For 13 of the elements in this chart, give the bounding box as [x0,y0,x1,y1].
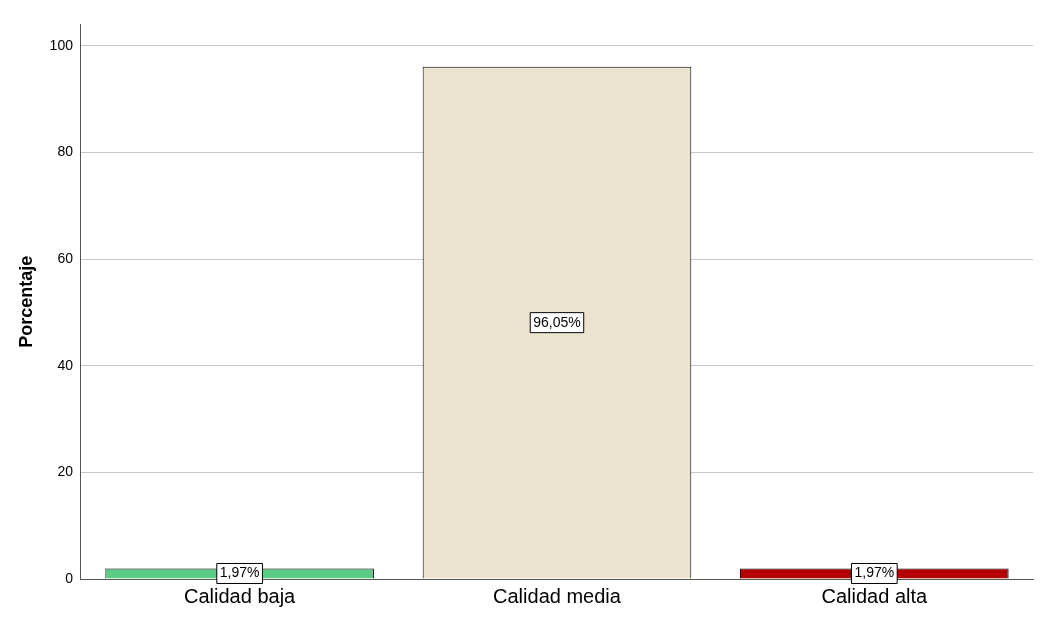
y-axis-title: Porcentaje [15,255,36,348]
data-label: 1,97% [854,564,895,581]
y-tick-label: 80 [57,143,74,160]
y-tick-label: 20 [57,463,74,480]
y-tick-label: 0 [65,569,74,586]
x-tick-label: Calidad media [493,584,622,607]
y-tick-label: 40 [57,356,74,373]
x-tick-label: Calidad baja [184,584,297,607]
y-tick-label: 60 [57,249,74,266]
x-tick-label: Calidad alta [821,584,929,607]
data-label: 96,05% [533,313,581,330]
data-label: 1,97% [219,564,260,581]
y-tick-label: 100 [49,36,74,53]
